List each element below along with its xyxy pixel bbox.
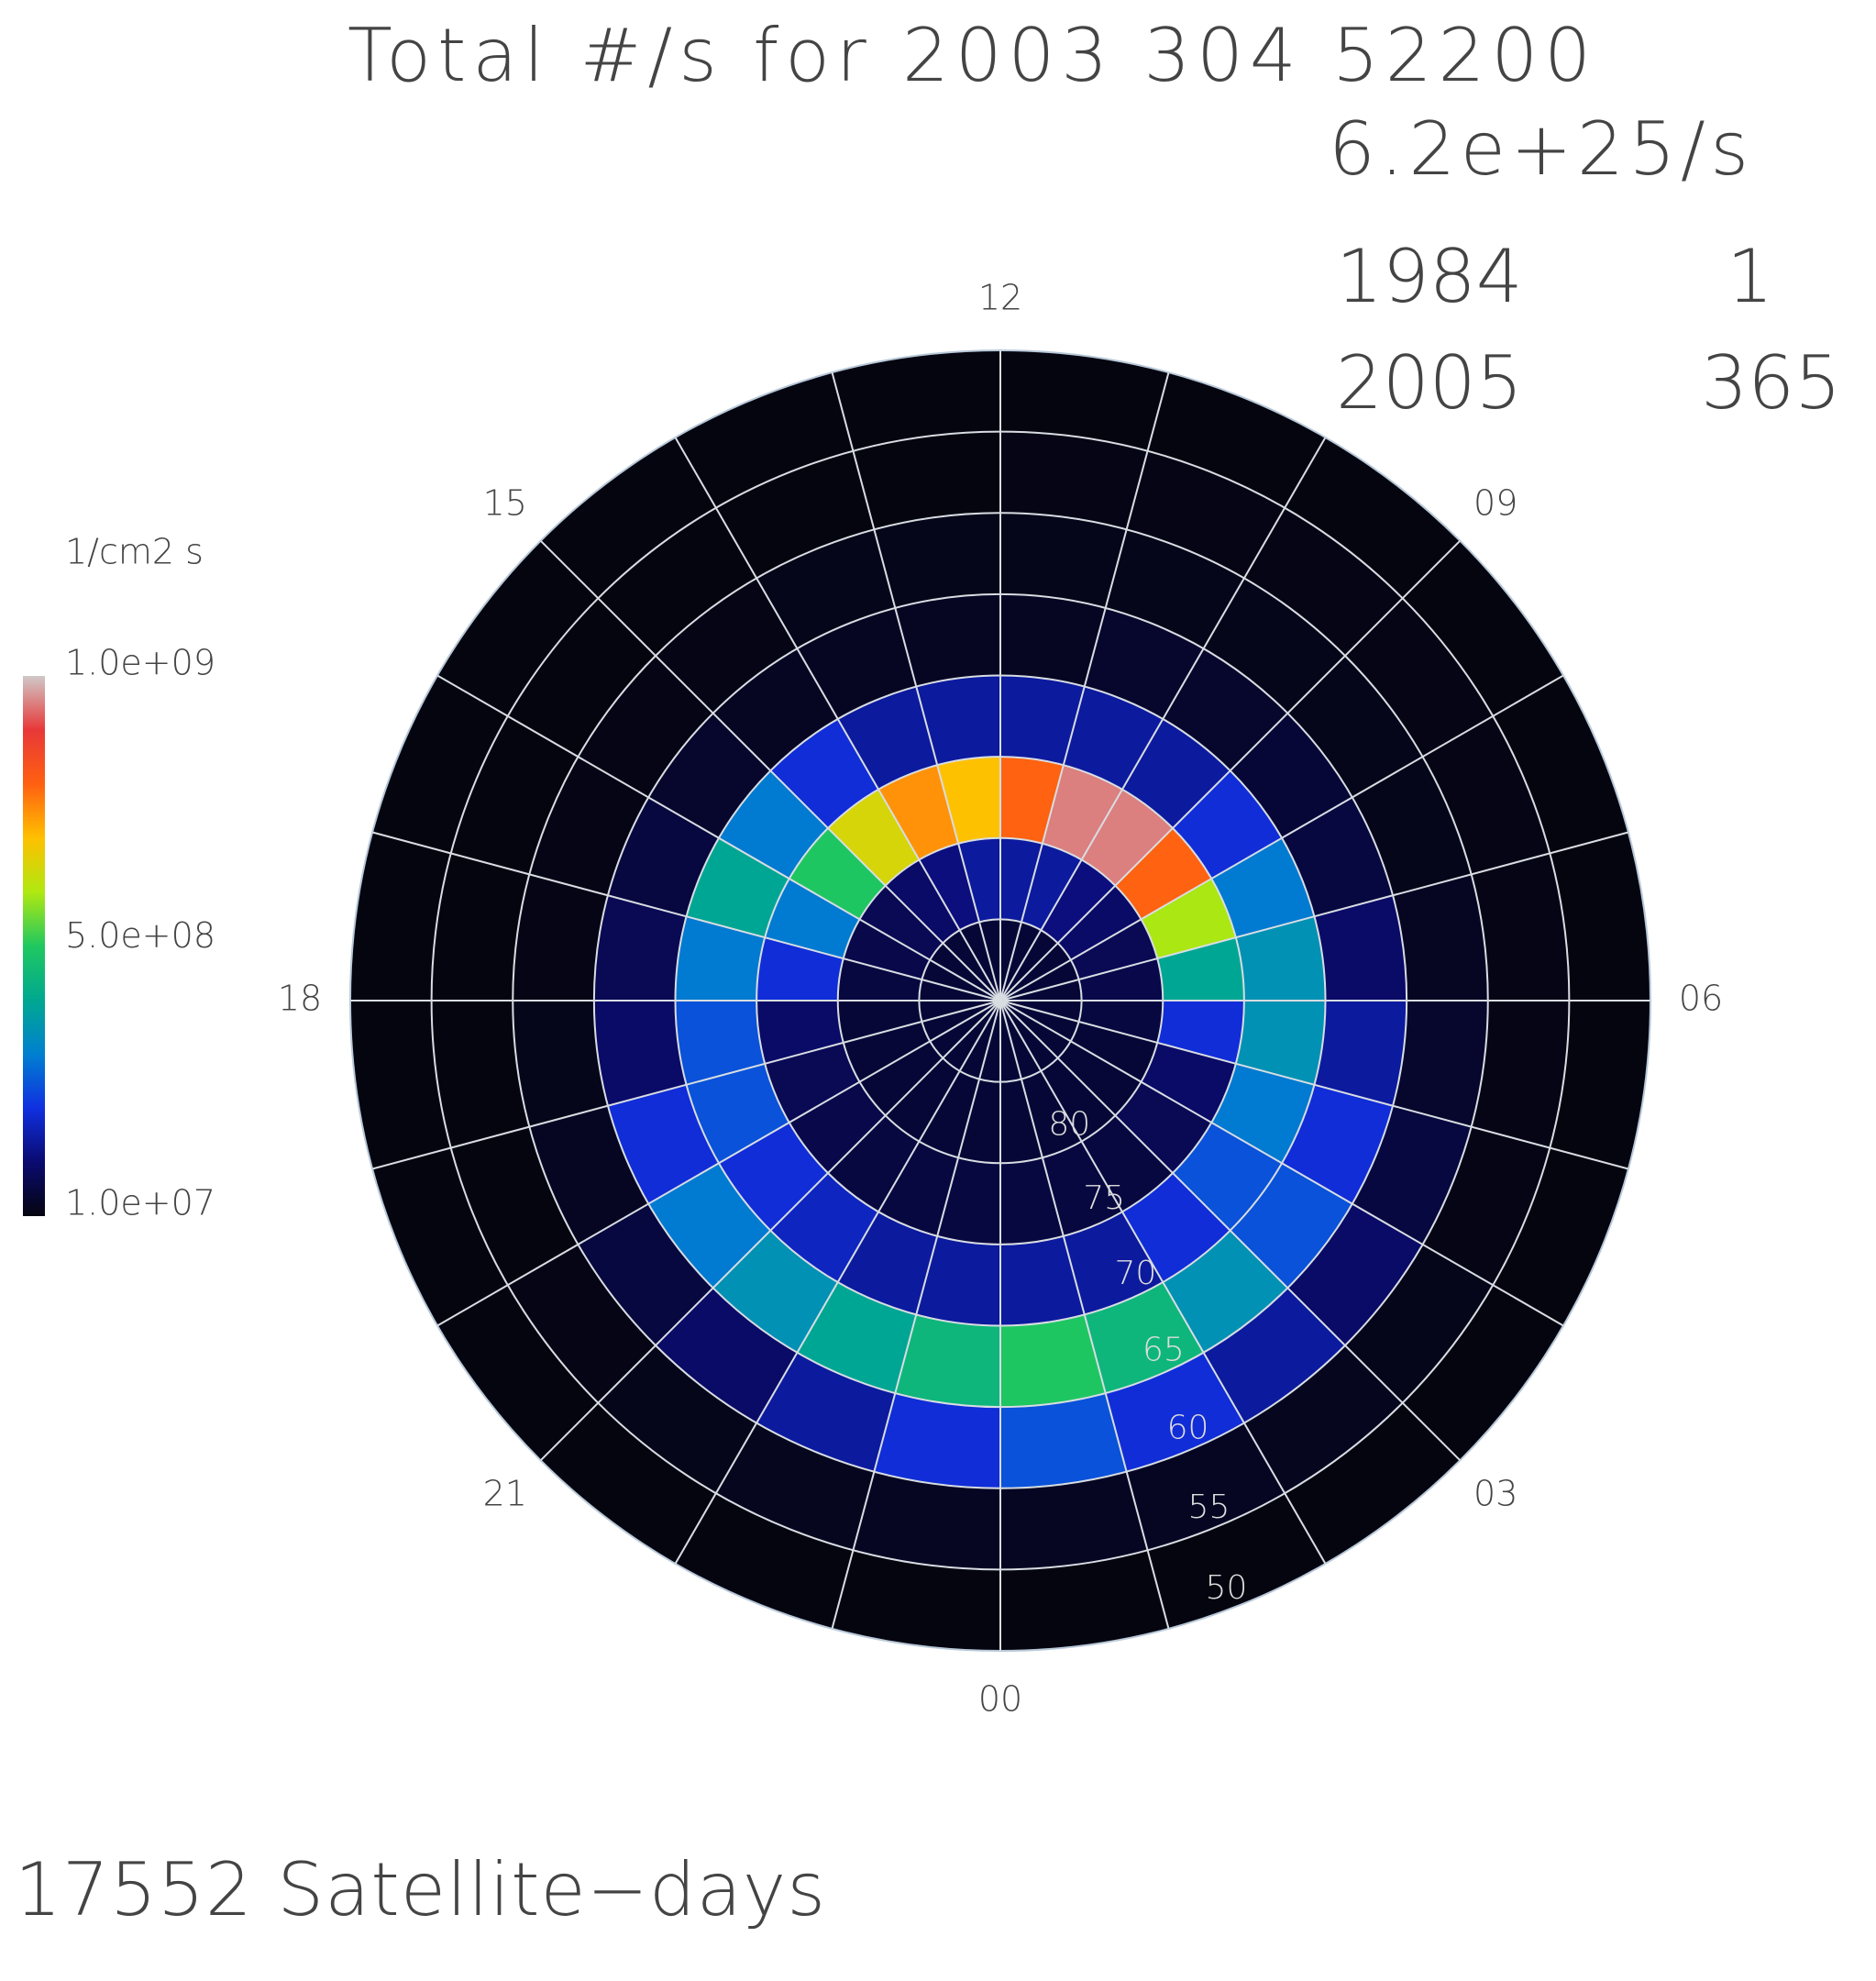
mlt-line (674, 437, 1001, 1002)
mlt-tick-label: 12 (978, 278, 1022, 318)
lat-tick-label: 80 (1048, 1106, 1090, 1144)
mlt-line (831, 1000, 1001, 1630)
mlt-line (539, 1000, 1001, 1462)
mlt-line (999, 371, 1170, 1002)
total-rate: 6.2e+25/s (1329, 106, 1749, 192)
colorbar-tick-label: 1.0e+09 (65, 643, 215, 683)
colorbar-label: 1/cm2 s (65, 532, 204, 572)
mlt-line (999, 831, 1629, 1002)
grid (349, 349, 1651, 1652)
mlt-tick-label: 00 (978, 1679, 1022, 1720)
colorbar (23, 676, 45, 1216)
start-year: 1984 (1336, 234, 1523, 319)
mlt-tick-label: 09 (1473, 482, 1517, 523)
mlt-line (371, 1000, 1001, 1170)
mlt-line (999, 539, 1462, 1002)
mlt-line (999, 674, 1564, 1002)
mlt-line (674, 1000, 1001, 1565)
mlt-line (539, 539, 1001, 1002)
mlt-line (371, 831, 1001, 1002)
chart-title: Total #/s for 2003 304 52200 (348, 13, 1591, 98)
mlt-line (999, 1000, 1564, 1327)
mlt-line (999, 1000, 1327, 1565)
mlt-tick-label: 21 (483, 1474, 527, 1514)
mlt-line (999, 1000, 1170, 1630)
end-day: 365 (1701, 340, 1841, 426)
mlt-tick-label: 03 (1473, 1474, 1517, 1514)
lat-tick-label: 55 (1188, 1489, 1230, 1526)
lat-tick-label: 70 (1114, 1255, 1156, 1292)
colorbar-tick-label: 1.0e+07 (65, 1183, 215, 1223)
mlt-tick-label: 15 (483, 482, 527, 523)
mlt-line (831, 371, 1001, 1002)
colorbar-tick-label: 5.0e+08 (65, 915, 215, 956)
start-day: 1 (1727, 234, 1773, 319)
lat-tick-label: 75 (1083, 1179, 1125, 1217)
mlt-line (999, 1000, 1629, 1170)
lat-tick-label: 65 (1142, 1332, 1185, 1369)
lat-tick-label: 60 (1167, 1410, 1209, 1447)
mlt-line (999, 1000, 1462, 1462)
mlt-tick-label: 06 (1679, 979, 1723, 1019)
end-year: 2005 (1336, 340, 1523, 426)
mlt-tick-label: 18 (278, 979, 322, 1019)
footer: 17552 Satellite−days (15, 1847, 825, 1932)
mlt-line (999, 437, 1327, 1002)
lat-tick-label: 50 (1206, 1569, 1248, 1607)
mlt-line (436, 1000, 1001, 1327)
mlt-line (436, 674, 1001, 1002)
